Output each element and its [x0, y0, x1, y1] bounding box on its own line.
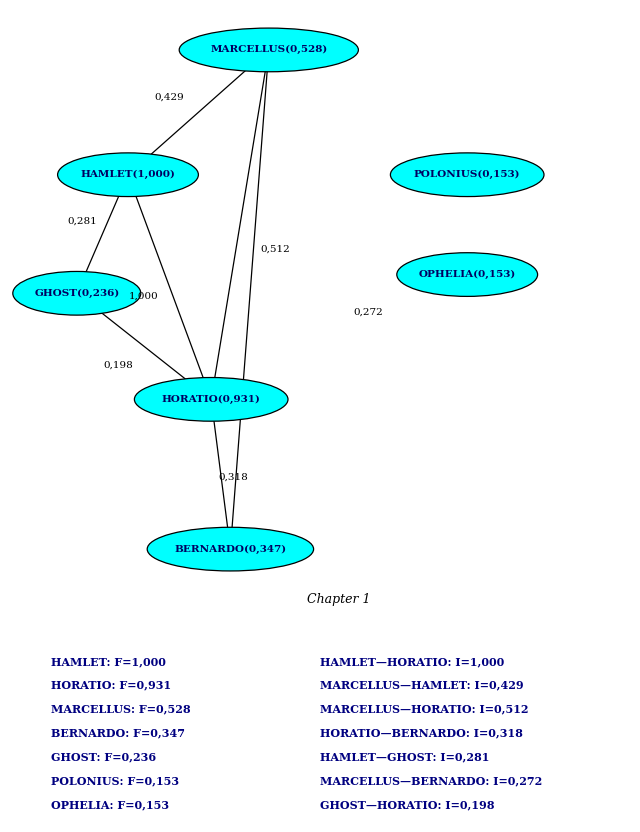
Ellipse shape: [397, 253, 538, 296]
Text: HORATIO: F=0,931: HORATIO: F=0,931: [51, 680, 172, 691]
Text: 0,318: 0,318: [219, 473, 248, 482]
Text: 0,198: 0,198: [104, 360, 133, 369]
Text: OPHELIA: F=0,153: OPHELIA: F=0,153: [51, 800, 170, 810]
Text: Chapter 1: Chapter 1: [307, 592, 371, 606]
Text: MARCELLUS(0,528): MARCELLUS(0,528): [210, 46, 328, 54]
Text: POLONIUS(0,153): POLONIUS(0,153): [414, 171, 520, 179]
Text: POLONIUS: F=0,153: POLONIUS: F=0,153: [51, 775, 179, 786]
Text: HORATIO—BERNARDO: I=0,318: HORATIO—BERNARDO: I=0,318: [320, 728, 523, 739]
Text: MARCELLUS—HAMLET: I=0,429: MARCELLUS—HAMLET: I=0,429: [320, 680, 524, 691]
Ellipse shape: [58, 153, 198, 196]
Text: BERNARDO(0,347): BERNARDO(0,347): [174, 545, 287, 553]
Ellipse shape: [179, 28, 358, 72]
Text: 0,512: 0,512: [260, 245, 290, 254]
Text: MARCELLUS—BERNARDO: I=0,272: MARCELLUS—BERNARDO: I=0,272: [320, 775, 542, 786]
Ellipse shape: [134, 378, 288, 421]
Text: MARCELLUS: F=0,528: MARCELLUS: F=0,528: [51, 704, 191, 715]
Text: HAMLET—HORATIO: I=1,000: HAMLET—HORATIO: I=1,000: [320, 656, 504, 667]
Text: OPHELIA(0,153): OPHELIA(0,153): [419, 270, 516, 279]
Text: GHOST: F=0,236: GHOST: F=0,236: [51, 751, 156, 763]
Text: BERNARDO: F=0,347: BERNARDO: F=0,347: [51, 728, 185, 739]
Text: GHOST(0,236): GHOST(0,236): [34, 289, 120, 298]
Text: HORATIO(0,931): HORATIO(0,931): [162, 395, 260, 404]
Text: HAMLET: F=1,000: HAMLET: F=1,000: [51, 656, 166, 667]
Ellipse shape: [13, 271, 141, 315]
Text: HAMLET—GHOST: I=0,281: HAMLET—GHOST: I=0,281: [320, 751, 490, 763]
Text: HAMLET(1,000): HAMLET(1,000): [81, 171, 175, 179]
Ellipse shape: [147, 527, 314, 571]
Text: 1,000: 1,000: [129, 292, 159, 301]
Ellipse shape: [390, 153, 544, 196]
Text: 0,272: 0,272: [353, 308, 383, 316]
Text: 0,429: 0,429: [155, 92, 184, 102]
Text: MARCELLUS—HORATIO: I=0,512: MARCELLUS—HORATIO: I=0,512: [320, 704, 529, 715]
Text: 0,281: 0,281: [67, 217, 97, 226]
Text: GHOST—HORATIO: I=0,198: GHOST—HORATIO: I=0,198: [320, 800, 495, 810]
